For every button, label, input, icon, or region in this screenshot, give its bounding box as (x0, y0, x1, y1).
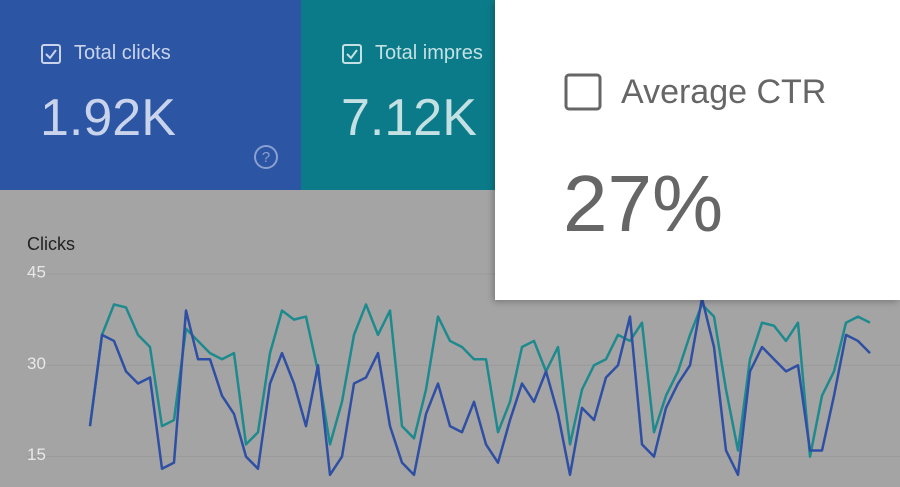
card-value: 1.92K (40, 89, 176, 147)
help-icon[interactable]: ? (253, 144, 279, 170)
card-header: Total clicks (40, 42, 171, 65)
checkbox[interactable] (40, 43, 62, 65)
checkbox[interactable] (341, 43, 363, 65)
card-label: Average CTR (621, 72, 827, 111)
metric-card[interactable]: Total clicks 1.92K ? (0, 0, 301, 190)
series-line (88, 303, 871, 458)
series-line (88, 297, 871, 477)
y-tick-label: 30 (27, 354, 46, 373)
metric-card[interactable]: Total impres 7.12K (301, 0, 495, 190)
card-header: Total impres (341, 42, 483, 65)
card-value: 7.12K (341, 89, 477, 147)
card-label: Total clicks (74, 42, 171, 64)
card-header: Average CTR (563, 72, 826, 112)
y-tick-label: 15 (27, 445, 46, 464)
y-tick-label: 45 (27, 262, 46, 281)
metric-card[interactable]: Average CTR 27% (495, 0, 900, 300)
svg-text:?: ? (262, 149, 270, 166)
card-label: Total impres (375, 42, 483, 64)
axis-title: Clicks (27, 234, 75, 254)
checkbox[interactable] (563, 72, 603, 112)
card-value: 27% (563, 159, 724, 248)
plot-area (88, 297, 871, 477)
